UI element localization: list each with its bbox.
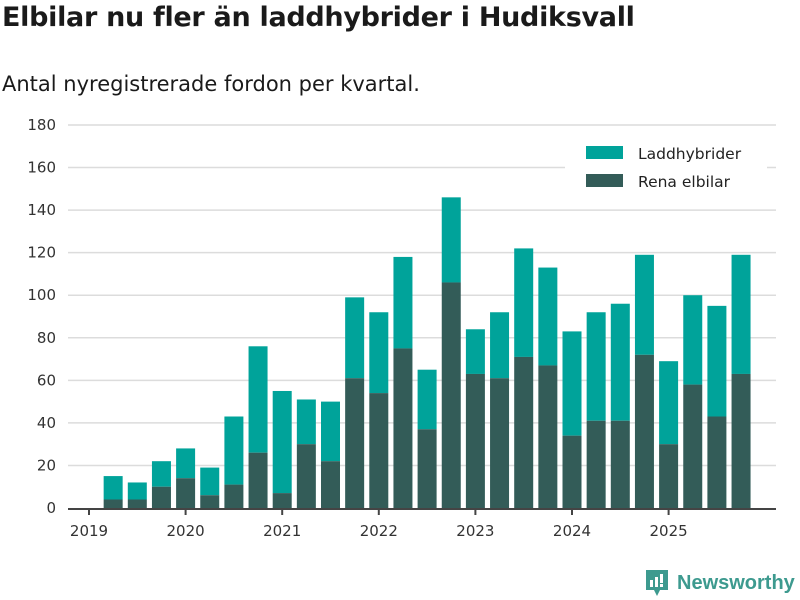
bar-rena-elbilar xyxy=(610,420,630,508)
newsworthy-logo: Newsworthy xyxy=(644,568,795,598)
bar-laddhybrider xyxy=(345,297,365,379)
bar-rena-elbilar xyxy=(490,378,510,508)
y-tick-label: 20 xyxy=(37,456,56,474)
bar-laddhybrider xyxy=(441,197,461,283)
newsworthy-logo-icon xyxy=(646,570,668,596)
y-tick-label: 180 xyxy=(27,116,56,134)
bar-rena-elbilar xyxy=(127,499,147,508)
legend-swatch-laddhybrider xyxy=(586,146,623,159)
bar-laddhybrider xyxy=(634,254,654,355)
bar-laddhybrider xyxy=(683,295,703,385)
legend-label-laddhybrider: Laddhybrider xyxy=(638,145,742,163)
bar-rena-elbilar xyxy=(659,444,679,508)
y-tick-label: 0 xyxy=(46,499,56,517)
bar-laddhybrider xyxy=(707,305,727,417)
bar-laddhybrider xyxy=(248,346,268,453)
bar-rena-elbilar xyxy=(200,495,220,508)
bar-laddhybrider xyxy=(296,399,316,445)
y-tick-label: 60 xyxy=(37,371,56,389)
x-tick-label: 2025 xyxy=(650,522,688,540)
y-tick-label: 80 xyxy=(37,329,56,347)
bar-rena-elbilar xyxy=(176,478,196,508)
bar-rena-elbilar xyxy=(417,429,437,508)
bar-rena-elbilar xyxy=(248,452,268,508)
x-tick-label: 2024 xyxy=(553,522,591,540)
bar-rena-elbilar xyxy=(683,384,703,508)
legend-swatch-rena-elbilar xyxy=(586,174,623,187)
bar-laddhybrider xyxy=(224,416,244,485)
bar-rena-elbilar xyxy=(634,354,654,508)
y-tick-label: 40 xyxy=(37,414,56,432)
bar-rena-elbilar xyxy=(224,484,244,508)
x-tick-label: 2020 xyxy=(167,522,205,540)
bar-rena-elbilar xyxy=(103,499,123,508)
y-tick-label: 140 xyxy=(27,201,56,219)
bar-rena-elbilar xyxy=(296,444,316,508)
legend: Laddhybrider Rena elbilar xyxy=(565,138,767,198)
bar-rena-elbilar xyxy=(441,282,461,508)
newsworthy-logo-text: Newsworthy xyxy=(677,571,795,594)
bar-rena-elbilar xyxy=(538,365,558,508)
bar-laddhybrider xyxy=(417,369,437,430)
y-tick-label: 120 xyxy=(27,244,56,262)
x-tick-label: 2019 xyxy=(70,522,108,540)
bar-rena-elbilar xyxy=(345,378,365,508)
bar-rena-elbilar xyxy=(562,435,582,508)
bar-laddhybrider xyxy=(659,361,679,445)
x-tick-label: 2023 xyxy=(456,522,494,540)
bar-rena-elbilar xyxy=(707,416,727,508)
bar-laddhybrider xyxy=(321,401,340,462)
chart-title: Elbilar nu fler än laddhybrider i Hudiks… xyxy=(2,2,635,33)
bar-laddhybrider xyxy=(369,312,389,394)
legend-label-rena-elbilar: Rena elbilar xyxy=(638,173,731,191)
bar-laddhybrider xyxy=(610,303,630,421)
bar-rena-elbilar xyxy=(465,373,485,508)
x-tick-label: 2021 xyxy=(263,522,301,540)
bar-laddhybrider xyxy=(465,329,485,374)
bar-laddhybrider xyxy=(103,476,123,500)
y-tick-label: 160 xyxy=(27,159,56,177)
bar-laddhybrider xyxy=(586,312,606,421)
bar-rena-elbilar xyxy=(321,461,340,508)
bar-laddhybrider xyxy=(127,482,147,500)
bar-rena-elbilar xyxy=(731,373,751,508)
bar-laddhybrider xyxy=(731,254,751,374)
bar-laddhybrider xyxy=(393,256,413,349)
bar-laddhybrider xyxy=(200,467,220,496)
bar-laddhybrider xyxy=(538,267,558,366)
bar-rena-elbilar xyxy=(586,420,606,508)
y-tick-label: 100 xyxy=(27,286,56,304)
bar-laddhybrider xyxy=(176,448,196,479)
bar-rena-elbilar xyxy=(369,393,389,508)
bar-laddhybrider xyxy=(490,312,510,379)
bar-rena-elbilar xyxy=(514,356,534,508)
bar-rena-elbilar xyxy=(393,348,413,508)
bar-rena-elbilar xyxy=(272,493,292,508)
chart-subtitle: Antal nyregistrerade fordon per kvartal. xyxy=(2,72,420,96)
x-tick-label: 2022 xyxy=(360,522,398,540)
bar-laddhybrider xyxy=(151,461,171,487)
bar-laddhybrider xyxy=(514,248,534,357)
bar-laddhybrider xyxy=(562,331,582,436)
bar-laddhybrider xyxy=(272,390,292,494)
bar-rena-elbilar xyxy=(151,486,171,508)
